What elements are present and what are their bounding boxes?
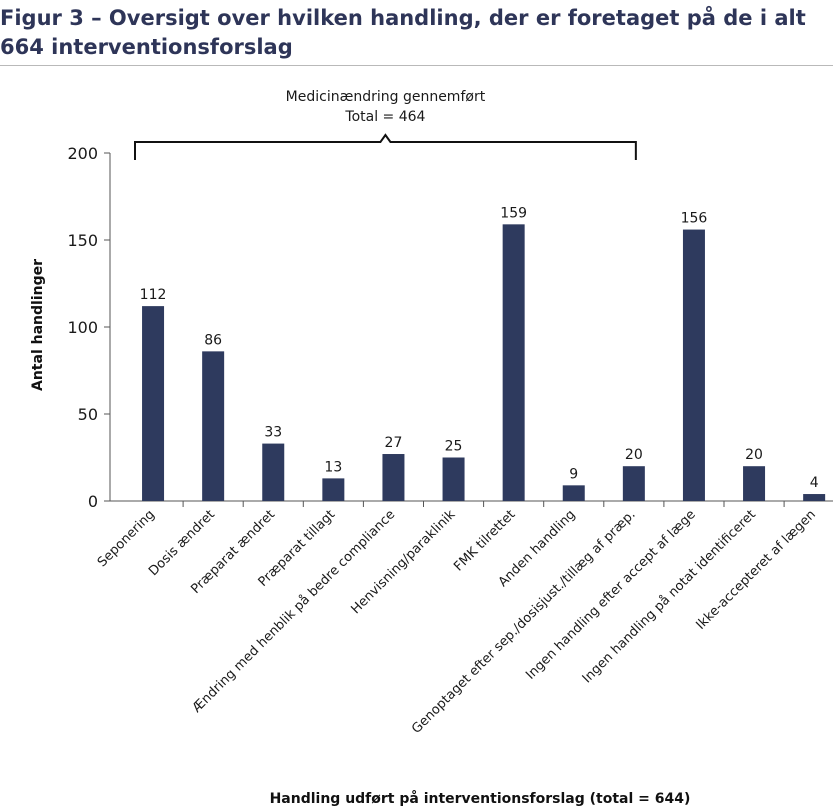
bar (262, 443, 285, 501)
bar (322, 478, 345, 501)
bar (622, 466, 645, 501)
annotation-line2: Total = 464 (344, 109, 425, 125)
bar (803, 494, 826, 501)
y-tick-label: 100 (67, 318, 98, 337)
category-label: Seponering (95, 507, 158, 570)
bars-layer (142, 224, 826, 501)
category-label: FMK tilrettet (451, 507, 518, 574)
data-label: 159 (500, 205, 527, 221)
axes-layer: 0 50 100 150 200 (67, 144, 833, 511)
bar (743, 466, 766, 501)
data-label: 20 (745, 447, 763, 463)
data-label: 33 (264, 425, 282, 441)
figure-title-line2: 664 interventionsforslag (0, 35, 293, 59)
bar (142, 306, 165, 501)
y-tick-label: 150 (67, 231, 98, 250)
annotation-layer: Medicinændring gennemført Total = 464 (134, 89, 637, 160)
annotation-brace (134, 133, 637, 160)
data-label: 27 (385, 435, 403, 451)
data-label: 4 (810, 475, 819, 491)
category-label: Henvisning/paraklinik (348, 507, 458, 617)
y-tick-label: 200 (67, 144, 98, 163)
bar (682, 229, 705, 501)
data-label: 156 (681, 211, 708, 227)
y-axis-title: Antal handlinger (30, 259, 46, 391)
y-tick-label: 0 (88, 492, 98, 511)
figure-title: Figur 3 – Oversigt over hvilken handling… (0, 4, 820, 62)
x-axis-title: Handling udført på interventionsforslag … (270, 790, 691, 807)
category-label: Genoptaget efter sep./dosisjust./tillæg … (409, 507, 639, 737)
figure-title-line1: Figur 3 – Oversigt over hvilken handling… (0, 6, 806, 30)
annotation-line1: Medicinændring gennemført (286, 89, 486, 105)
data-label: 25 (445, 439, 463, 455)
data-label: 13 (324, 459, 342, 475)
data-label: 86 (204, 332, 222, 348)
data-label: 9 (569, 466, 578, 482)
category-label: Ikke-accepteret af lægen (693, 507, 819, 633)
bar (202, 351, 225, 501)
bar (382, 454, 405, 501)
data-label: 112 (140, 287, 167, 303)
category-label: Ændring med henblik på bedre compliance (190, 507, 399, 716)
data-label: 20 (625, 447, 643, 463)
y-tick-label: 50 (78, 405, 98, 424)
title-divider (0, 65, 833, 66)
bar (502, 224, 525, 501)
bar (442, 457, 465, 501)
bar (562, 485, 585, 501)
